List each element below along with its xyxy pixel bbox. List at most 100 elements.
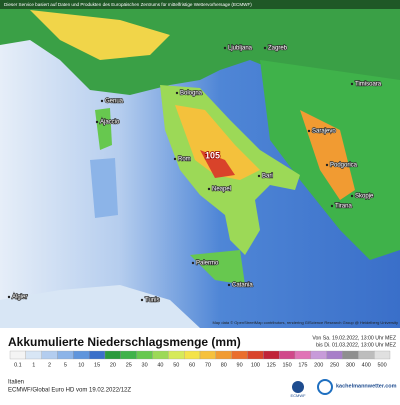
- scale-label: 0.1: [14, 362, 22, 368]
- map: 105 Ljubljana Zagreb Timisoara Genua Bologna…: [0, 0, 400, 328]
- city-dot: [95, 120, 99, 124]
- scale-label: 200: [314, 362, 323, 368]
- city-label: Zagreb: [268, 46, 288, 52]
- sicily: [190, 250, 245, 285]
- city-dot: [223, 46, 227, 50]
- balkans-heavy: [300, 110, 355, 200]
- ecmwf-logo: [292, 381, 304, 393]
- scale-label: 500: [377, 362, 386, 368]
- scale-label: 25: [126, 362, 132, 368]
- scale-label: 100: [251, 362, 260, 368]
- color-swatch: [294, 350, 311, 360]
- city-label: Genua: [105, 99, 124, 105]
- kachelmann-label: kachelmannwetter.com: [336, 383, 397, 389]
- corsica: [95, 108, 112, 150]
- color-swatch: [310, 350, 327, 360]
- color-swatch: [263, 350, 280, 360]
- scale-label: 40: [157, 362, 163, 368]
- scale-label: 50: [173, 362, 179, 368]
- region: Italien: [8, 380, 24, 386]
- africa: [0, 285, 200, 328]
- scale-label: 2: [48, 362, 51, 368]
- city-dot: [325, 163, 329, 167]
- color-swatch: [199, 350, 216, 360]
- color-swatch: [215, 350, 232, 360]
- city-dot: [7, 295, 11, 299]
- scale-label: 80: [221, 362, 227, 368]
- color-swatch: [279, 350, 296, 360]
- city-dot: [191, 261, 195, 265]
- scale-label: 30: [142, 362, 148, 368]
- city-label: Bologna: [180, 91, 203, 97]
- color-swatch: [73, 350, 90, 360]
- italy-heavy: [175, 105, 260, 180]
- scale-label: 15: [94, 362, 100, 368]
- header-note: Dieser Service basiert auf Daten und Pro…: [4, 2, 252, 7]
- color-swatch: [326, 350, 343, 360]
- color-swatch: [168, 350, 185, 360]
- header-bar: [0, 0, 400, 9]
- valid-from: Von Sa. 19.02.2022, 13:00 Uhr MEZ: [312, 335, 396, 341]
- city-dot: [227, 283, 231, 287]
- city-label: Catania: [232, 283, 253, 289]
- city-label: Palermo: [196, 261, 219, 267]
- city-dot: [350, 82, 354, 86]
- max-annotation: 105: [205, 150, 220, 160]
- model-run: ECMWF/Global Euro HD vom 19.02.2022/12Z: [8, 388, 131, 394]
- city-dot: [173, 157, 177, 161]
- scale-label: 5: [64, 362, 67, 368]
- kachelmann-logo: [317, 379, 333, 395]
- city-dot: [257, 174, 261, 178]
- color-scale: 0.1 1 2 5 10 15 20 25 30 40 50 60 70 80 90 100 125 150 175…: [9, 350, 391, 368]
- city-label: Tunis: [145, 298, 159, 304]
- color-swatch: [152, 350, 169, 360]
- city-label: Neapel: [212, 187, 231, 193]
- city-label: Skopje: [355, 194, 374, 200]
- valid-to: bis Di. 01.03.2022, 13:00 Uhr MEZ: [316, 342, 396, 348]
- color-swatch: [247, 350, 264, 360]
- color-swatch: [342, 350, 359, 360]
- scale-label: 125: [267, 362, 276, 368]
- scale-label: 250: [330, 362, 339, 368]
- city-dot: [140, 298, 144, 302]
- alps-heavy: [30, 10, 170, 60]
- color-swatch: [358, 350, 375, 360]
- legend-title: Akkumulierte Niederschlagsmenge (mm): [8, 335, 241, 349]
- city-dot: [263, 46, 267, 50]
- city-dot: [100, 99, 104, 103]
- city-dot: [307, 129, 311, 133]
- city-label: Podgorica: [330, 163, 358, 169]
- scale-label: 150: [282, 362, 291, 368]
- attribution: Map data © OpenStreetMap contributors, r…: [212, 320, 398, 325]
- city-dot: [350, 194, 354, 198]
- city-labels: Ljubljana Zagreb Timisoara Genua Bologna Ajac…: [7, 45, 383, 304]
- color-swatch: [57, 350, 74, 360]
- city-dot: [207, 187, 211, 191]
- scale-label: 10: [78, 362, 84, 368]
- color-swatch: [184, 350, 201, 360]
- city-label: Ljubljana: [228, 46, 253, 52]
- color-swatch: [231, 350, 248, 360]
- scale-label: 175: [298, 362, 307, 368]
- city-label: Algier: [12, 295, 27, 301]
- ecmwf-label: ECMWF: [290, 393, 306, 398]
- city-label: Bari: [262, 174, 273, 180]
- scale-label: 90: [237, 362, 243, 368]
- color-swatch: [89, 350, 106, 360]
- scale-label: 1: [32, 362, 35, 368]
- color-swatch: [374, 350, 391, 360]
- city-dot: [330, 204, 334, 208]
- city-label: Ajaccio: [100, 120, 120, 126]
- color-swatch: [136, 350, 153, 360]
- color-swatch: [120, 350, 137, 360]
- scale-label: 70: [205, 362, 211, 368]
- legend-panel: [0, 328, 400, 400]
- color-swatch: [41, 350, 58, 360]
- city-label: Rom: [178, 157, 191, 163]
- scale-label: 400: [362, 362, 371, 368]
- city-dot: [175, 91, 179, 95]
- color-swatch: [104, 350, 121, 360]
- sardinia: [90, 158, 118, 218]
- scale-label: 300: [346, 362, 355, 368]
